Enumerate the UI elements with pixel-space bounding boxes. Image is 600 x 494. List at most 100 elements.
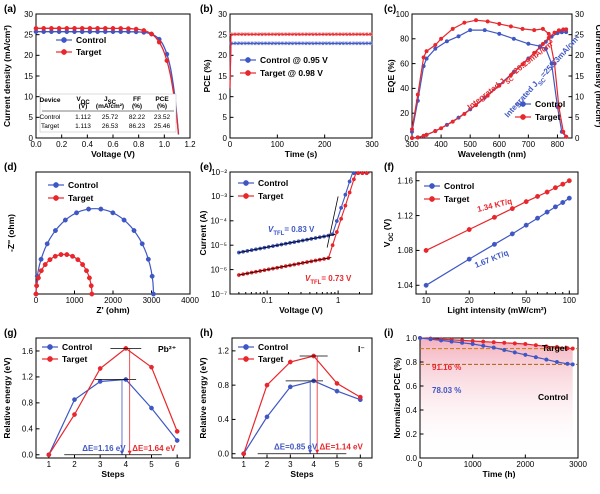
panel-e: (e) 0.1 1 10⁻⁷ 10⁻⁶ 10⁻⁵ 10⁻⁴ 10⁻³ 10⁻² Voltage (… xyxy=(198,162,373,315)
panel-i-ylabel: Normalized PCE (%) xyxy=(392,357,402,438)
panel-h-series-control-marker xyxy=(264,414,270,420)
panel-c-ylabel2: Current Density (mA/cm²) xyxy=(594,25,600,128)
panel-d-series-target-marker xyxy=(47,257,53,263)
panel-a-series-target-marker xyxy=(102,25,108,31)
panel-h-legend-target-marker xyxy=(243,356,249,362)
panel-e-label: (e) xyxy=(200,162,212,173)
panel-c-series-target-eqe-marker xyxy=(556,104,561,110)
panel-i-annotation-target: 91.16 % xyxy=(432,363,461,372)
panel-c-ytick-label: 0 xyxy=(405,134,410,143)
panel-g-legend-control-text: Control xyxy=(62,342,92,352)
panel-i-series-control-line xyxy=(419,337,573,365)
panel-c-series-target-integrated-marker xyxy=(564,27,569,32)
panel-i-ytick-label: 1.0 xyxy=(406,334,418,343)
panel-d-series-target-marker xyxy=(88,283,94,289)
panel-i-series-control-marker xyxy=(460,340,465,345)
panel-g-legend-target-text: Target xyxy=(62,354,88,364)
panel-a-ytick-label: 30 xyxy=(24,10,33,19)
panel-d-legend-target-marker xyxy=(53,195,59,201)
panel-a-table-header: JSC xyxy=(104,96,117,106)
panel-c-series-target-eqe-marker xyxy=(439,36,444,41)
panel-a-ytick-label: 20 xyxy=(24,51,33,60)
panel-h-series-target-marker xyxy=(357,394,363,400)
panel-e-series-target-marker xyxy=(364,171,369,176)
panel-i-xtick-label: 2000 xyxy=(516,460,534,469)
panel-d-xtick-label: 0 xyxy=(34,296,39,305)
panel-d-series-control-marker xyxy=(150,291,156,297)
panel-h-legend-control-marker xyxy=(243,344,249,350)
panel-i-series-control-marker xyxy=(417,335,423,341)
panel-c-ytick-label: 20 xyxy=(575,51,584,60)
panel-e-series-target-marker xyxy=(360,171,365,176)
panel-d-series-target-marker xyxy=(84,268,89,274)
panel-b-ytick-label: 30 xyxy=(218,10,227,19)
panel-a-series-target-marker xyxy=(64,25,70,31)
panel-a-xtick-label: 1.0 xyxy=(159,140,171,149)
panel-c-series-target-integrated-marker xyxy=(508,73,513,78)
panel-g-series-target-marker xyxy=(149,364,154,370)
panel-h-xtick-label: 4 xyxy=(311,460,316,469)
panel-f-axes-frame xyxy=(415,171,579,295)
panel-i-ytick-label: 0.0 xyxy=(406,454,418,463)
panel-d-series-target-marker xyxy=(75,257,81,263)
panel-c-xtick-label: 600 xyxy=(493,140,507,149)
panel-a-series-target-marker xyxy=(141,28,147,33)
panel-g-ylabel: Relative energy (eV) xyxy=(2,357,12,438)
panel-b-ytick-label: 0 xyxy=(223,134,228,143)
panel-i-label: (i) xyxy=(384,328,393,339)
panel-g-xtick-label: 4 xyxy=(124,460,129,469)
panel-i-series-target-marker xyxy=(523,341,528,347)
panel-b-xtick-label: 200 xyxy=(318,140,332,149)
panel-f-series-control-marker xyxy=(552,204,558,210)
panel-a-series-target-marker xyxy=(49,25,54,31)
panel-f-series-control-marker xyxy=(560,200,566,205)
panel-a-xtick-label: 0.6 xyxy=(107,140,119,149)
panel-a-legend-target-marker xyxy=(61,49,67,55)
panel-a-table-cell: 1.112 xyxy=(75,114,91,121)
panel-h-xtick-label: 5 xyxy=(335,460,340,469)
panel-e-legend-control-text: Control xyxy=(258,178,288,188)
panel-c-series-target-integrated-marker xyxy=(552,30,557,35)
panel-f-ytick-label: 1.16 xyxy=(397,177,413,186)
panel-i-series-control-marker xyxy=(512,350,517,355)
panel-e-xtick-label: 0.1 xyxy=(262,296,274,305)
panel-h-xtick-label: 1 xyxy=(241,460,246,469)
panel-d-ylabel: -Z'' (ohm) xyxy=(6,214,16,252)
panel-a-series-target-marker xyxy=(79,25,85,31)
panel-d-series-target-marker xyxy=(80,262,86,267)
panel-h-legend-control-text: Control xyxy=(258,342,288,352)
panel-i-series-target-marker xyxy=(570,346,575,351)
panel-e-legend-target-text: Target xyxy=(258,191,284,201)
panel-b: (b) 0 100 200 300 0 5 10 15 20 25 30 Time (s) PCE (%)… xyxy=(200,4,379,159)
panel-e-ytick-label: 10⁻⁷ xyxy=(211,290,227,299)
panel-c-series-target-eqe-marker xyxy=(462,20,467,25)
panel-d-xtick-label: 2000 xyxy=(104,296,122,305)
panel-a-xtick-label: 1.2 xyxy=(184,140,196,149)
panel-g-xlabel: Steps xyxy=(101,469,124,479)
panel-i-ytick-label: 0.8 xyxy=(406,358,418,367)
panel-i-series-control-marker xyxy=(491,345,496,350)
panel-f-series-control-marker xyxy=(509,231,515,237)
panel-i-series-control-marker xyxy=(481,343,486,348)
panel-c-xtick-label: 300 xyxy=(405,140,419,149)
panel-c: (c) 300 400 500 600 700 800 0 20 40 60 80 100 0 5 10 15 2… xyxy=(384,4,600,159)
panel-f-legend-control-marker xyxy=(429,183,435,189)
panel-d-xlabel: Z' (ohm) xyxy=(96,305,129,315)
panel-g-arrowhead-target xyxy=(127,450,132,455)
panel-f-ytick-label: 1.04 xyxy=(397,281,413,290)
panel-i-axes-frame xyxy=(419,337,579,459)
panel-c-series-target-integrated-marker xyxy=(439,126,444,131)
panel-f-legend-target-text: Target xyxy=(444,194,470,204)
panel-c-series-target-eqe-marker xyxy=(546,31,551,36)
panel-d-series-target-marker xyxy=(34,283,40,289)
panel-g-ytick-label: 1.2 xyxy=(22,373,34,382)
panel-a-ytick-label: 25 xyxy=(24,30,33,39)
panel-a-series-target-marker xyxy=(156,39,162,45)
panel-a-table-box xyxy=(39,93,177,133)
panel-g-series-target-marker xyxy=(72,412,77,417)
panel-g-series-target-line xyxy=(48,347,178,456)
panel-i-area xyxy=(420,338,573,458)
panel-a-table-header: PCE xyxy=(155,96,169,103)
panel-c-series-target-integrated-marker xyxy=(540,41,545,46)
panel-e-legend-target-marker xyxy=(243,193,249,199)
